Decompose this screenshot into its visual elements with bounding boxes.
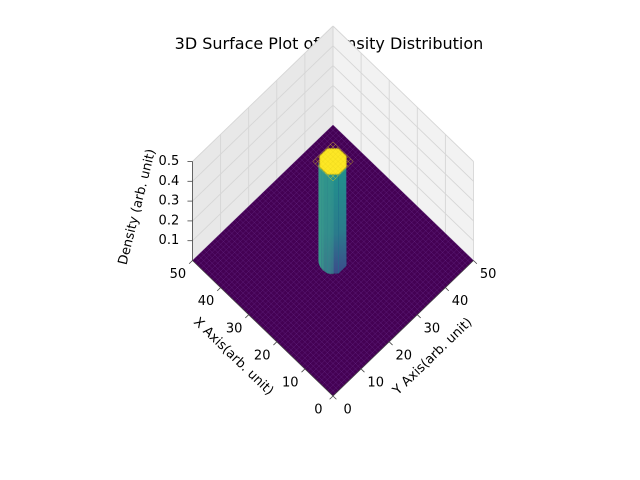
mesh-line [279,176,421,313]
grid-line-z [192,85,334,222]
z-tick-label: 0.1 [159,233,180,248]
y-tick-label: 30 [424,321,441,336]
grid-line-z [332,25,474,162]
grid-line-z [332,104,474,242]
peak-mesh-line [320,149,341,169]
peak-wall [338,166,347,274]
tick-labels: 0 10 20 30 40 50 0 10 20 30 40 50 0.1 0.2 0.3 0.4 0.5 [159,154,497,418]
peak-mesh-line [322,151,344,172]
mesh-line [195,257,336,394]
mesh-line [251,203,393,340]
mesh-line [228,225,370,361]
mesh-line [290,165,432,302]
mesh-line [240,214,381,351]
mesh-line [327,130,469,267]
mesh-line [220,233,362,370]
mesh-line [237,217,379,353]
mesh-line [200,252,342,388]
mesh-line [214,238,356,375]
x-tick-label: 0 [314,403,322,418]
y-tick-label: 10 [367,376,384,391]
mesh-line [231,222,373,359]
mesh-line [212,241,353,378]
peak-top-outline [319,148,347,175]
z-axis-label: Density (arb. unit) [116,148,159,267]
peak-mesh-line [325,149,346,169]
mesh-line [245,208,387,345]
z-tick-label: 0.3 [159,194,180,209]
x-tick-label: 30 [226,321,243,336]
x-axis-line [192,260,334,397]
x-tick [329,395,334,400]
peak-mesh-line [317,146,339,167]
grid-line-z [192,65,334,202]
grid-line-z [332,65,474,202]
grid-line-z [192,25,334,162]
mesh-line [287,168,429,304]
y-tick [417,314,421,319]
mesh-line [203,249,345,386]
x-tick-label: 40 [198,294,215,309]
y-tick-label: 40 [452,294,469,309]
peak-mesh-line [327,146,349,167]
y-tick [445,287,450,292]
mesh-line [223,230,365,367]
pane-back-y [333,26,474,261]
peak-mesh-line [332,141,354,162]
y-tick-label: 50 [480,267,497,282]
x-tick-label: 50 [170,267,187,282]
mesh-line [242,211,384,348]
grid-line-z [192,104,334,242]
y-tick-label: 0 [343,403,351,418]
x-tick-label: 10 [282,376,299,391]
mesh-line [332,124,474,261]
grid-line-z [332,85,474,222]
grid-line-z [192,45,334,182]
y-tick [388,341,393,346]
density-peak [312,141,354,275]
mesh-line [217,235,359,372]
mesh-line [324,133,466,269]
axis-panes [192,26,474,261]
z-tick-label: 0.5 [159,154,180,169]
peak-mesh-line [315,144,336,165]
y-tick [360,368,365,373]
x-tick [188,260,193,265]
grid-line-z [332,45,474,182]
mesh-line [248,206,390,342]
x-tick [273,341,278,346]
mesh-line [206,246,348,383]
mesh-line [197,254,339,391]
x-tick [301,368,306,373]
mesh-line [293,162,435,299]
y-tick-label: 20 [396,348,413,363]
mesh-line [285,170,426,307]
peak-mesh-line [330,144,351,165]
x-tick-label: 20 [254,348,271,363]
z-tick-label: 0.2 [159,213,180,228]
axes [187,161,478,400]
y-axis-line [332,260,474,397]
x-tick [245,314,249,319]
z-tick-label: 0.4 [159,174,180,189]
y-tick [473,260,478,265]
peak-mesh-line [312,141,334,162]
x-tick [216,287,221,292]
mesh-line [330,127,471,264]
mesh-line [209,244,350,380]
y-tick [332,395,337,400]
mesh-line [226,227,367,364]
mesh-line [282,173,424,310]
mesh-line [276,179,418,315]
pane-back-x [192,26,333,261]
mesh-line [234,219,376,356]
